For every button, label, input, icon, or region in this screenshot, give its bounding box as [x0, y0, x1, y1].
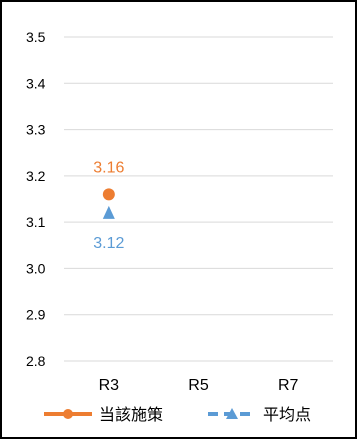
y-tick-label-3.2: 3.2: [26, 168, 46, 184]
y-axis: 3.5 3.4 3.3 3.2 3.1 3.0 2.9 2.8: [26, 29, 46, 369]
y-tick-label-3.3: 3.3: [26, 122, 46, 138]
x-tick-label-r3: R3: [99, 377, 120, 394]
legend-marker-series1: [63, 409, 73, 419]
data-label-series1-r3: 3.16: [93, 159, 124, 176]
x-tick-label-r7: R7: [278, 377, 299, 394]
y-tick-label-3.4: 3.4: [26, 75, 46, 91]
legend-label-series2: 平均点: [263, 405, 311, 424]
x-axis: R3 R5 R7: [99, 377, 299, 394]
y-tick-label-3.1: 3.1: [26, 214, 46, 230]
legend-label-series1: 当該施策: [99, 405, 163, 424]
legend-marker-series2: [226, 408, 238, 419]
grid-lines: [64, 36, 333, 362]
point-series2-r3: [102, 205, 115, 219]
point-series1-r3: [102, 188, 115, 201]
data-label-series2-r3: 3.12: [93, 235, 124, 252]
y-tick-label-2.9: 2.9: [26, 307, 46, 323]
y-tick-label-2.8: 2.8: [26, 353, 46, 369]
y-tick-label-3.0: 3.0: [26, 260, 46, 276]
y-tick-label-3.5: 3.5: [26, 29, 46, 45]
x-tick-label-r5: R5: [188, 377, 209, 394]
legend: 当該施策 平均点: [44, 405, 311, 424]
data-marks: 3.16 3.12: [93, 159, 124, 252]
